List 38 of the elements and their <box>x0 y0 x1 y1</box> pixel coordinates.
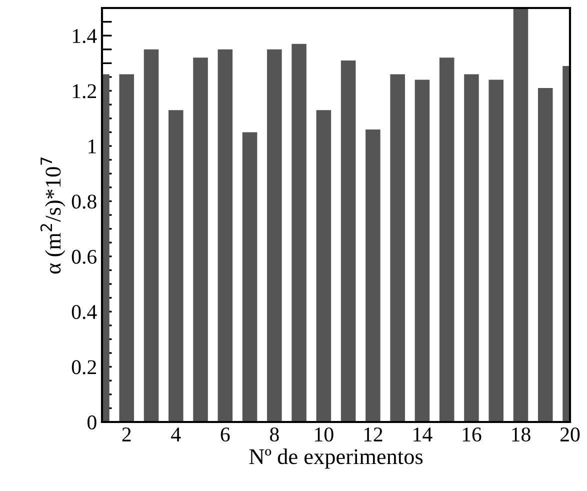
y-tick-label: 1 <box>88 139 96 154</box>
bar <box>340 60 356 422</box>
y-tick-label: 0.2 <box>72 360 96 374</box>
bar <box>316 110 332 422</box>
bar <box>267 49 282 422</box>
x-tick-label: 14 <box>414 428 432 442</box>
x-tick-label: 20 <box>560 427 580 442</box>
y-tick-label: 0.4 <box>72 304 97 320</box>
x-tick-label: 16 <box>462 428 482 442</box>
bar <box>464 74 479 422</box>
bar <box>439 58 454 422</box>
x-tick-label: 6 <box>220 428 230 442</box>
y-tick-label: 1.4 <box>72 29 97 44</box>
y-axis-title: α (m$^{2}$/s)*10$^{7}$ <box>40 158 66 274</box>
bar <box>513 8 528 422</box>
bar <box>193 58 208 422</box>
x-tick-label: 18 <box>512 427 530 442</box>
x-tick-label: 8 <box>270 427 279 442</box>
y-tick-label: 1.2 <box>72 84 96 98</box>
x-tick-label: 12 <box>364 428 382 442</box>
x-tick-label: 2 <box>122 428 131 442</box>
x-tick-label: 10 <box>315 427 334 442</box>
y-tick-label: 0.6 <box>72 250 97 264</box>
bar <box>218 49 233 422</box>
bar <box>390 74 405 422</box>
bar <box>242 132 258 422</box>
bar <box>538 88 553 422</box>
y-tick-label: 0 <box>88 415 96 430</box>
x-axis-title: Nº de experimentos <box>249 448 423 469</box>
bar <box>292 44 306 422</box>
bar <box>144 49 159 422</box>
x-tick-label: 4 <box>171 428 181 442</box>
bar <box>414 80 430 422</box>
bar <box>488 80 504 422</box>
bar <box>366 129 380 422</box>
bar <box>168 110 184 422</box>
y-tick-label: 0.8 <box>72 194 96 209</box>
bar <box>119 74 134 422</box>
